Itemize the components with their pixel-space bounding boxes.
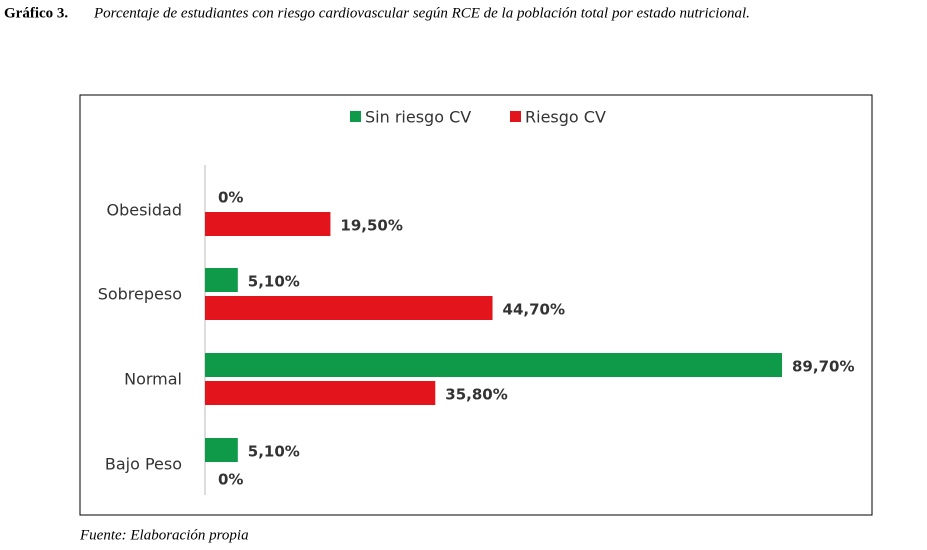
bar [205,381,436,405]
bar [205,296,493,320]
value-label: 89,70% [792,358,854,376]
figure-label: Gráfico 3. [4,5,68,21]
bar [205,212,331,236]
y-tick-label: Normal [124,370,182,389]
value-label: 19,50% [340,217,402,235]
value-label: 5,10% [248,273,300,291]
source-note: Fuente: Elaboración propia [79,527,249,543]
value-label: 0% [218,189,243,207]
chart-title: Porcentaje de estudiantes con riesgo car… [93,5,750,21]
bar [205,438,238,462]
legend-swatch [510,111,521,122]
y-tick-label: Sobrepeso [98,285,182,304]
legend-label: Riesgo CV [525,108,606,127]
legend-swatch [350,111,361,122]
value-label: 44,70% [503,301,565,319]
bar [205,268,238,292]
bar [205,353,782,377]
y-tick-label: Bajo Peso [105,455,182,474]
y-tick-label: Obesidad [107,201,183,220]
value-label: 5,10% [248,443,300,461]
value-label: 35,80% [445,386,507,404]
value-label: 0% [218,471,243,489]
legend-label: Sin riesgo CV [365,108,471,127]
